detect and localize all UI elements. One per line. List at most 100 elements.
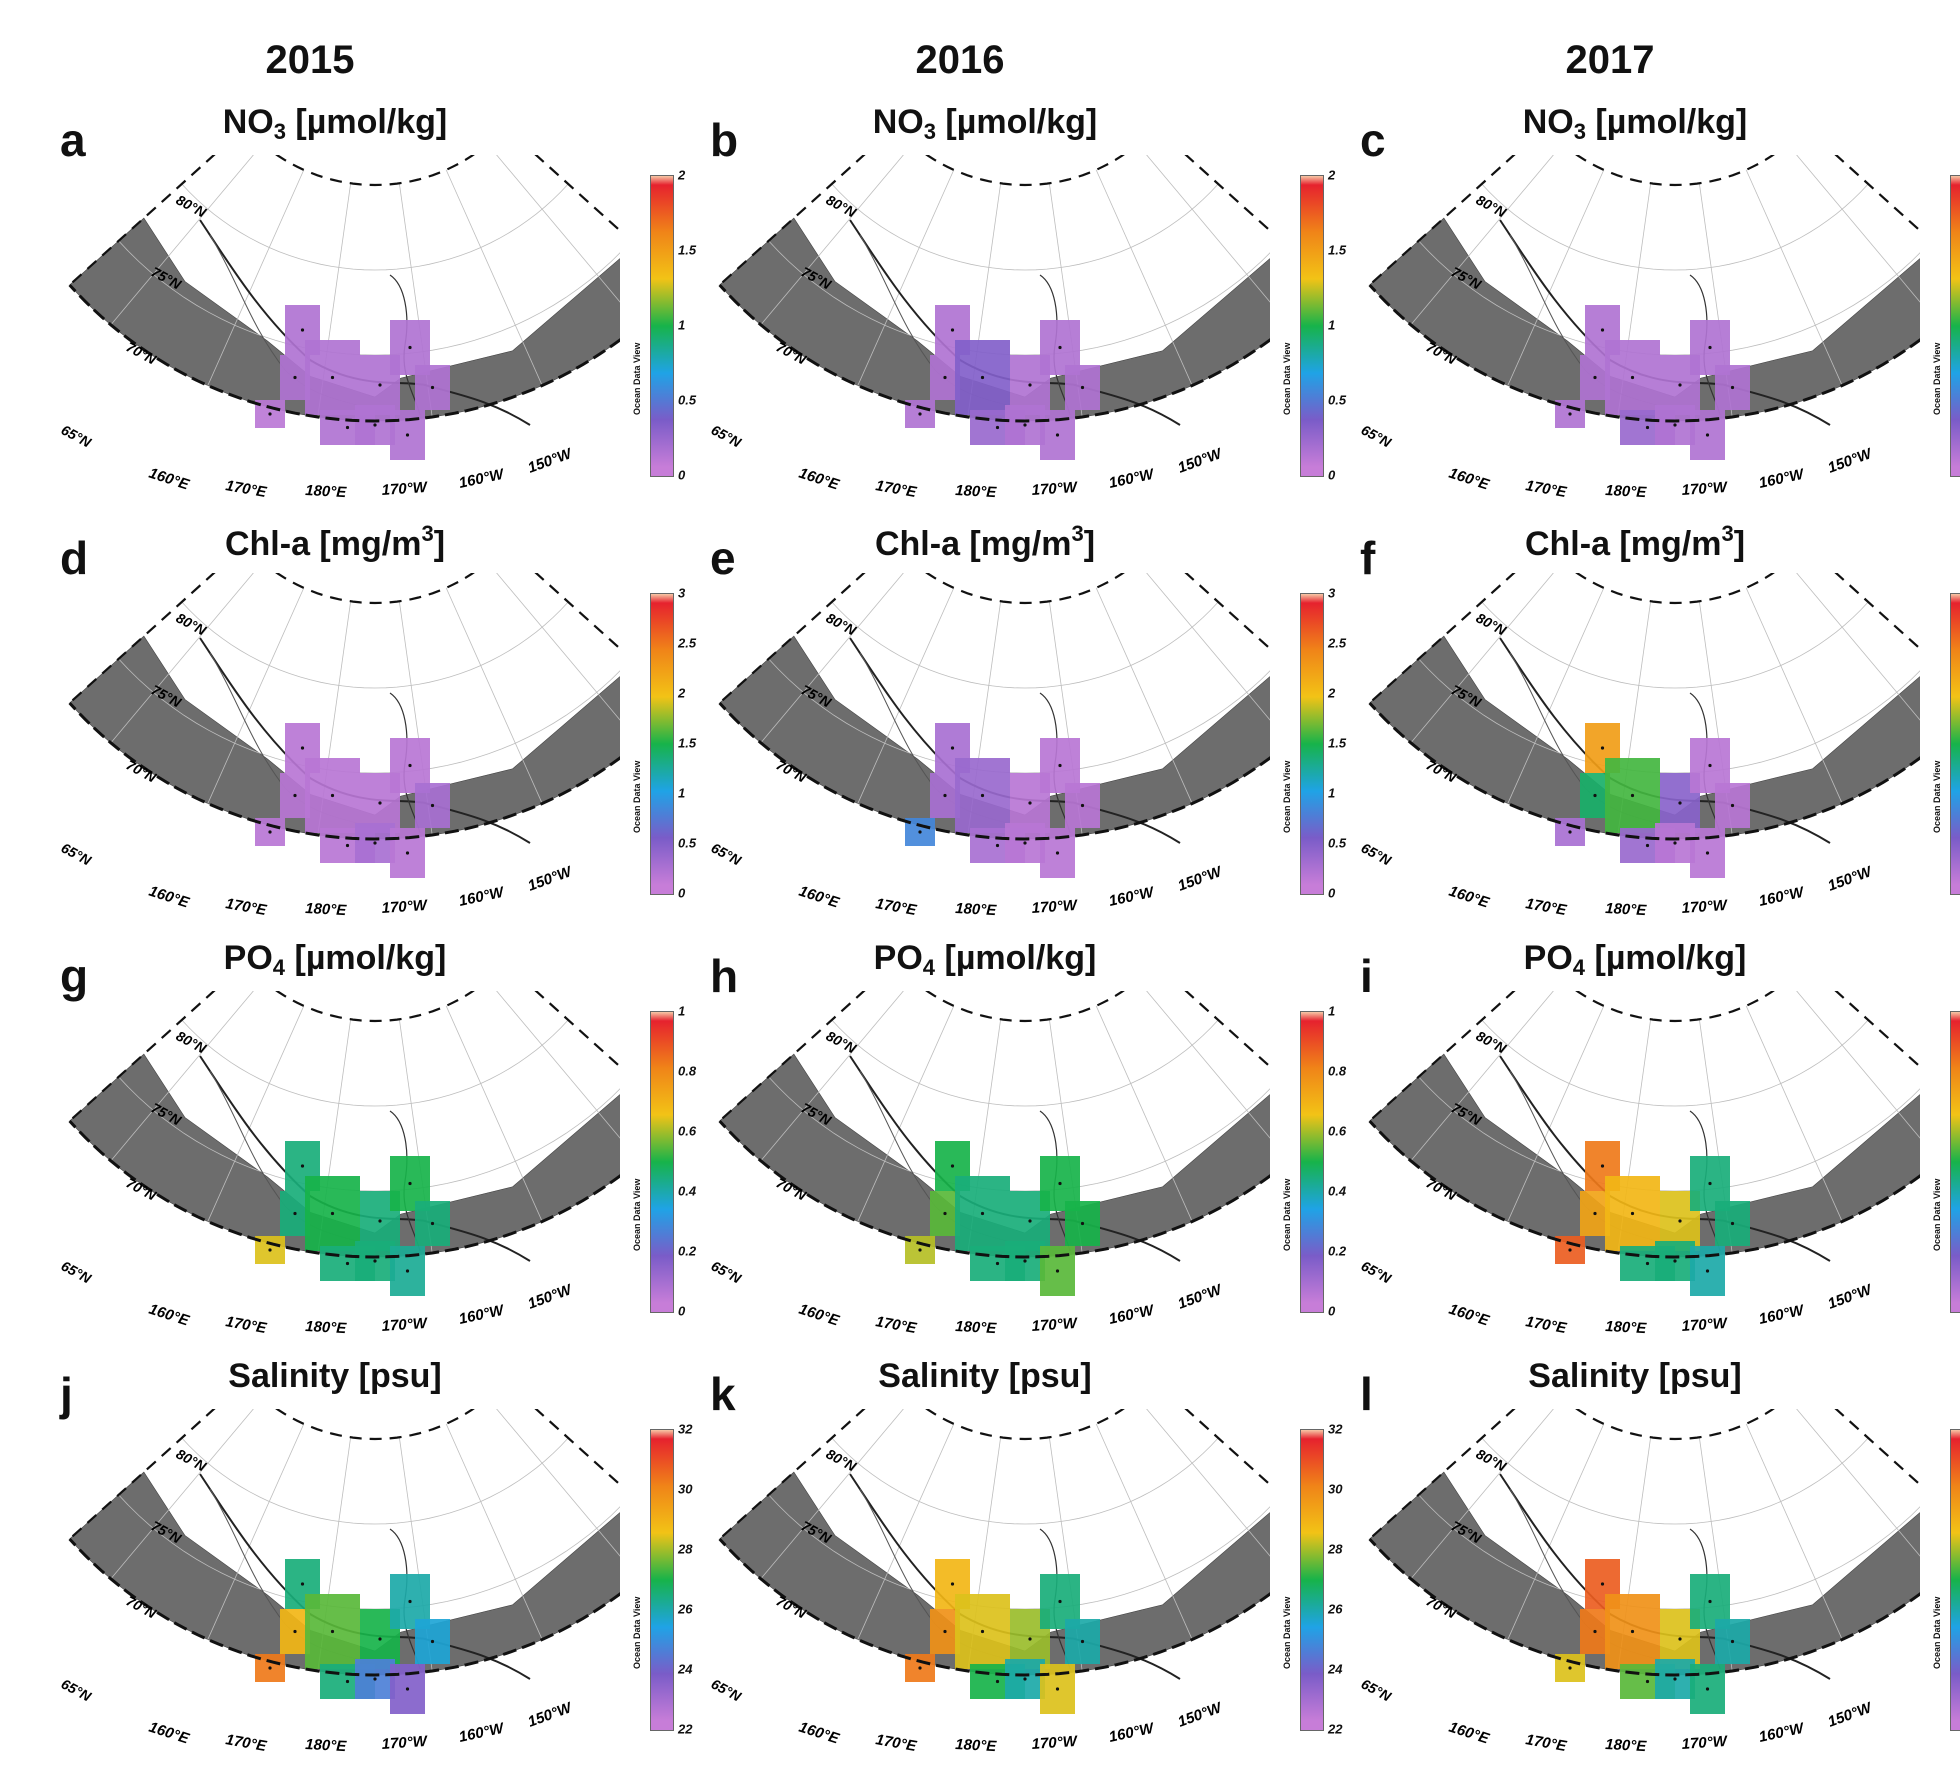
longitude-label: 180°E: [1605, 900, 1648, 919]
station-dot: [1058, 1181, 1062, 1186]
colorbar-gradient: [1300, 1011, 1324, 1313]
longitude-label: 160°W: [1107, 1302, 1157, 1328]
station-dot: [1568, 1666, 1572, 1670]
title-main: Chl-a [mg/m: [874, 525, 1072, 563]
station-dot: [1080, 1221, 1085, 1226]
latitude-label: 65°N: [60, 1258, 95, 1287]
station-dot: [345, 843, 350, 848]
longitude-label: 160°W: [1107, 1720, 1157, 1746]
map-frame-top: [925, 573, 1125, 605]
longitude-label: 180°E: [955, 482, 998, 501]
station-dot: [373, 1259, 377, 1263]
longitude-label: 160°E: [797, 1301, 842, 1330]
station-dot: [408, 763, 412, 768]
colorbar-tick: 26: [1328, 1601, 1343, 1617]
colorbar-tick: 30: [678, 1481, 693, 1497]
panel-letter: j: [60, 1368, 73, 1420]
station-dot: [330, 375, 335, 380]
station-dot: [943, 793, 947, 798]
longitude-label: 180°E: [305, 1736, 348, 1755]
station-dot: [378, 383, 382, 387]
graticule-lon: [110, 155, 254, 326]
graticule-lon: [1507, 587, 1605, 804]
longitude-label: 150°W: [1826, 1281, 1876, 1313]
colorbar-tick: 30: [1328, 1481, 1343, 1497]
station-dot: [1730, 1221, 1735, 1226]
station-dot: [293, 375, 297, 380]
station-dot: [1028, 1219, 1032, 1223]
longitude-label: 170°W: [1681, 897, 1729, 917]
graticule-lat: [181, 183, 569, 271]
longitude-label: 170°W: [381, 1733, 429, 1753]
map-frame-top: [1575, 573, 1775, 605]
graticule-lon: [1095, 1005, 1193, 1222]
station-dot: [1055, 1687, 1060, 1691]
longitude-label: 150°W: [1826, 1699, 1876, 1731]
panel-title: PO4 [µmol/kg]: [820, 939, 1150, 981]
graticule-lon: [207, 1005, 305, 1222]
latitude-label: 65°N: [1360, 1258, 1395, 1287]
colorbar-tick: 2: [678, 685, 686, 701]
station-dot: [943, 375, 947, 380]
map-frame-top: [275, 991, 475, 1023]
graticule-lon: [760, 1409, 904, 1580]
longitude-label: 170°E: [1524, 1731, 1568, 1755]
station-dot: [373, 1677, 377, 1681]
station-dot: [1023, 1259, 1027, 1263]
graticule-lat: [831, 183, 1219, 271]
station-dot: [950, 1582, 955, 1586]
graticule-lon: [1796, 1409, 1920, 1557]
station-dot: [1593, 1629, 1597, 1634]
station-dot: [345, 1679, 350, 1684]
colorbar-tick: 1.5: [1328, 735, 1347, 751]
station-dot: [1730, 385, 1735, 390]
map-frame-top: [925, 991, 1125, 1023]
longitude-label: 150°W: [1176, 1699, 1226, 1731]
graticule-lat: [181, 601, 569, 689]
colorbar: 0 0.5 1 1.5 2 Ocean Data View: [632, 168, 710, 495]
colorbar-tick: 24: [1328, 1661, 1343, 1677]
station-dot: [995, 1261, 1000, 1266]
panel-letter: f: [1360, 532, 1376, 584]
colorbar-tick: 1.5: [1328, 242, 1347, 258]
station-dot: [1080, 1639, 1085, 1644]
longitude-label: 160°W: [457, 466, 507, 492]
graticule-lat: [1481, 601, 1869, 689]
panel-g: g PO4 [µmol/kg] 80°N 75°N 70°N 65°N 160°E 170°E…: [60, 931, 710, 1361]
longitude-label: 150°W: [1826, 863, 1876, 895]
title-main: NO: [1522, 103, 1574, 141]
station-dot: [1028, 1637, 1032, 1641]
station-dot: [918, 1248, 922, 1252]
longitude-label: 160°W: [457, 1720, 507, 1746]
latitude-label: 65°N: [60, 422, 95, 451]
colorbar-tick: 2: [1328, 167, 1336, 183]
graticule-lon: [1095, 1423, 1193, 1640]
title-unit: [µmol/kg]: [285, 939, 447, 977]
map-frame-bottom: [1368, 283, 1920, 423]
colorbar-tick: 2: [678, 167, 686, 183]
title-main: PO: [873, 939, 923, 977]
panel-letter: k: [710, 1368, 736, 1420]
title-main: NO: [872, 103, 924, 141]
station-dot: [268, 1248, 272, 1252]
station-dot: [373, 841, 377, 845]
map-frame-top: [1575, 991, 1775, 1023]
panel-title: PO4 [µmol/kg]: [1470, 939, 1800, 981]
graticule-lat: [181, 1437, 569, 1525]
map-frame-bottom: [1368, 1119, 1920, 1259]
longitude-label: 170°W: [1031, 897, 1079, 917]
longitude-label: 160°E: [1447, 883, 1492, 912]
longitude-label: 150°W: [1176, 863, 1226, 895]
title-main: Salinity [psu]: [1528, 1357, 1742, 1395]
colorbar-gradient: [1950, 1011, 1960, 1313]
map-frame-bottom: [718, 1119, 1270, 1259]
station-dot: [293, 1629, 297, 1634]
longitude-label: 180°E: [955, 1736, 998, 1755]
title-main: PO: [1523, 939, 1573, 977]
graticule-lon: [857, 587, 955, 804]
map-frame-bottom: [68, 283, 620, 423]
title-unit: [µmol/kg]: [935, 103, 1098, 141]
